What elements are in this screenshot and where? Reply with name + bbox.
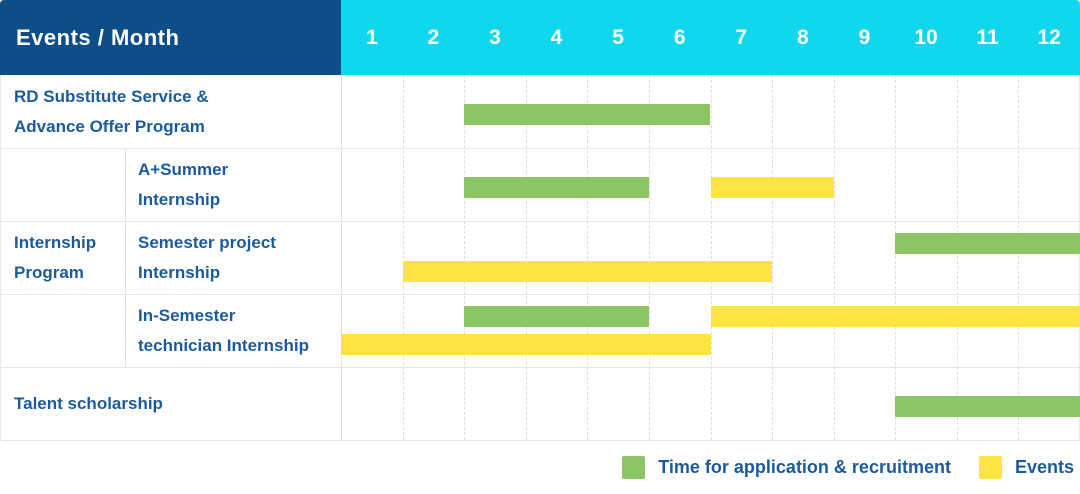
month-label-8: 8 bbox=[796, 25, 809, 49]
events-month-header-cell: Events / Month bbox=[0, 0, 341, 75]
bar-events bbox=[710, 306, 1080, 327]
bar-events bbox=[402, 261, 773, 282]
month-label-5: 5 bbox=[612, 25, 624, 49]
row-label-a-plus-summer: A+Summer Internship bbox=[138, 159, 229, 209]
bar-application bbox=[895, 233, 1080, 254]
month-gridline bbox=[957, 75, 958, 440]
month-gridline bbox=[895, 75, 896, 440]
month-label-6: 6 bbox=[673, 25, 686, 49]
row-label-talent-scholarship: Talent scholarship bbox=[14, 393, 163, 413]
month-gridline bbox=[526, 75, 527, 440]
row-divider bbox=[1, 221, 1080, 222]
month-gridline bbox=[464, 75, 465, 440]
row-label-semester-project: Semester project Internship bbox=[138, 232, 276, 282]
month-label-2: 2 bbox=[427, 25, 440, 49]
row-divider bbox=[1, 440, 1080, 441]
legend: Time for application & recruitment Event… bbox=[622, 440, 1074, 494]
row-divider bbox=[1, 367, 1080, 368]
month-header-row: 1 2 3 4 5 6 7 8 9 10 11 12 bbox=[341, 0, 1080, 75]
month-label-10: 10 bbox=[914, 25, 938, 49]
group-label-internship-program: Internship Program bbox=[14, 232, 97, 282]
month-label-1: 1 bbox=[365, 25, 378, 49]
legend-swatch-application-icon bbox=[622, 455, 646, 479]
legend-label-events: Events bbox=[1014, 456, 1074, 477]
month-gridline bbox=[772, 75, 773, 440]
month-label-4: 4 bbox=[550, 25, 563, 49]
group-sub-divider bbox=[125, 148, 126, 367]
bar-application bbox=[464, 306, 649, 327]
label-grid-divider bbox=[341, 75, 342, 440]
month-label-7: 7 bbox=[735, 25, 748, 49]
bar-application bbox=[464, 104, 711, 125]
bar-application bbox=[895, 396, 1080, 417]
bar-events bbox=[710, 177, 834, 198]
row-label-rd-substitute: RD Substitute Service & Advance Offer Pr… bbox=[14, 86, 209, 136]
month-gridline bbox=[711, 75, 712, 440]
month-label-9: 9 bbox=[858, 25, 871, 49]
bar-application bbox=[464, 177, 649, 198]
month-gridline bbox=[834, 75, 835, 440]
row-divider bbox=[1, 148, 1080, 149]
month-label-11: 11 bbox=[976, 25, 999, 49]
header-title: Events / Month bbox=[16, 24, 180, 50]
month-gridline bbox=[649, 75, 650, 440]
month-gridline bbox=[1018, 75, 1019, 440]
month-gridline bbox=[587, 75, 588, 440]
month-label-12: 12 bbox=[1037, 25, 1061, 49]
row-label-in-semester-technician: In-Semester technician Internship bbox=[138, 305, 309, 355]
row-divider bbox=[1, 294, 1080, 295]
gantt-grid bbox=[341, 75, 1080, 440]
month-gridline bbox=[403, 75, 404, 440]
month-label-3: 3 bbox=[489, 25, 501, 49]
legend-swatch-events-icon bbox=[978, 455, 1002, 479]
legend-label-application: Time for application & recruitment bbox=[658, 456, 951, 477]
bar-events bbox=[341, 334, 711, 355]
